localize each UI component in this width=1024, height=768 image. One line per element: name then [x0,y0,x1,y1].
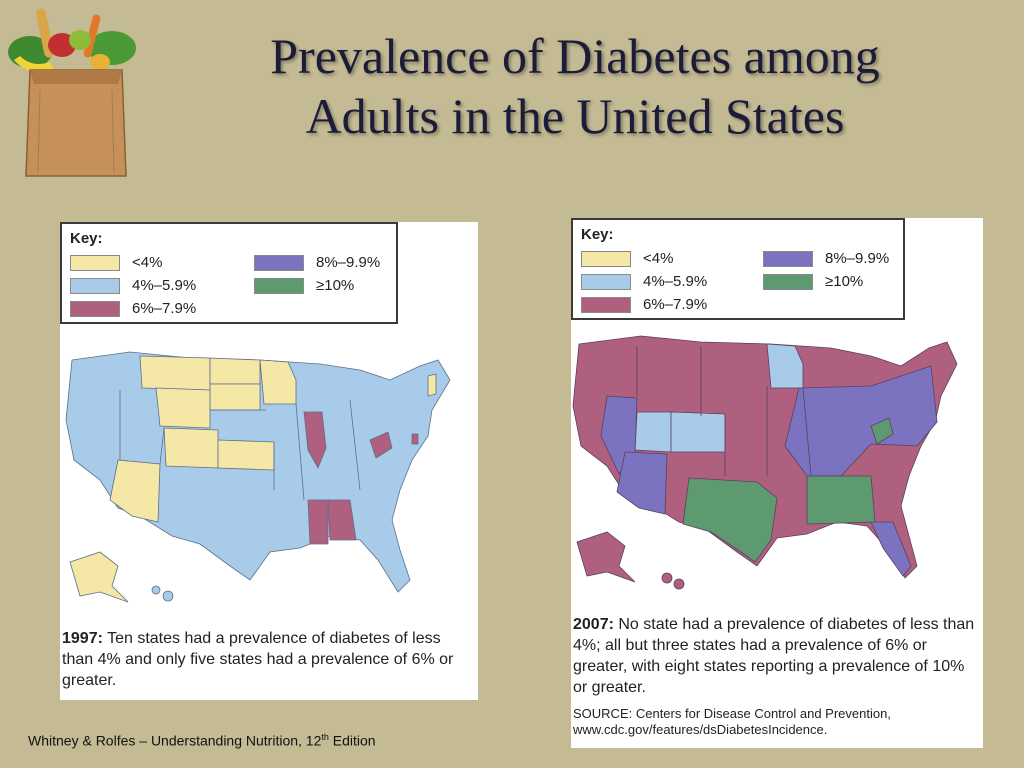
legend-swatch [581,296,631,313]
state-north-dakota [209,357,261,385]
legend-label: <4% [643,250,674,267]
source-note: SOURCE: Centers for Disease Control and … [573,706,891,737]
legend-swatch [70,300,120,317]
legend-label: 4%–5.9% [132,277,197,294]
legend-swatch [254,277,304,294]
state-south-block [806,475,876,525]
state-arizona [109,459,161,523]
state-montana [139,355,211,391]
caption-text: Ten states had a prevalence of diabetes … [62,630,454,689]
state-alaska [69,551,129,603]
state-florida [870,521,912,577]
legend-label: 4%–5.9% [643,273,708,290]
legend-label: 6%–7.9% [643,296,708,313]
state-minnesota [259,359,297,405]
legend-item: <4% [70,254,162,271]
legend-title: Key: [70,230,103,247]
state-wyoming [155,387,211,429]
state-alaska [576,531,636,583]
legend-item: 6%–7.9% [70,300,196,317]
legend-swatch [70,254,120,271]
legend-item: 4%–5.9% [70,277,196,294]
citation-main: Whitney & Rolfes – Understanding Nutriti… [28,732,322,749]
state-hawaii [151,585,161,595]
legend-label: 8%–9.9% [825,250,890,267]
state-texas [682,477,778,563]
citation: Whitney & Rolfes – Understanding Nutriti… [28,732,376,749]
caption-year: 2007: [573,616,614,633]
legend-label: 8%–9.9% [316,254,381,271]
legend-label: ≥10% [316,277,355,294]
map-legend: Key: <4% 4%–5.9% 6%–7.9% 8%–9.9% ≥10% [571,218,905,320]
state-west-virginia [369,431,393,459]
legend-item: 6%–7.9% [581,296,707,313]
state-hawaii [661,572,673,584]
legend-label: 6%–7.9% [132,300,197,317]
state-new-hampshire [427,373,437,397]
state-delaware [411,433,419,445]
map-legend: Key: <4% 4%–5.9% 6%–7.9% 8%–9.9% ≥10% [60,222,398,324]
state-mississippi [307,499,329,545]
legend-swatch [763,250,813,267]
caption-1997: 1997: Ten states had a prevalence of dia… [62,628,472,691]
legend-item: <4% [581,250,673,267]
caption-year: 1997: [62,630,103,647]
state-illinois [303,411,327,469]
legend-label: <4% [132,254,163,271]
legend-swatch [70,277,120,294]
title-line-2: Adults in the United States [305,88,845,144]
state-colorado [163,427,219,469]
legend-swatch [763,273,813,290]
legend-item: 8%–9.9% [254,254,380,271]
map-panel-1997: Key: <4% 4%–5.9% 6%–7.9% 8%–9.9% ≥10% [60,222,478,700]
state-kansas [217,439,275,471]
state-midwest-east [784,365,938,477]
caption-2007: 2007: No state had a prevalence of diabe… [573,614,979,698]
legend-title: Key: [581,226,614,243]
slide-title: Prevalence of Diabetes among Adults in t… [150,26,1000,146]
legend-swatch [581,273,631,290]
state-utah [634,411,672,453]
state-south-dakota [209,383,261,411]
state-minnesota [766,343,804,389]
state-colorado [670,411,726,453]
legend-item: ≥10% [763,273,863,290]
state-alabama [327,499,357,541]
map-panel-2007: Key: <4% 4%–5.9% 6%–7.9% 8%–9.9% ≥10% [571,218,983,748]
us-map-1997 [65,351,451,603]
legend-item: 4%–5.9% [581,273,707,290]
state-arizona [616,451,668,515]
legend-item: 8%–9.9% [763,250,889,267]
legend-item: ≥10% [254,277,354,294]
caption-text: No state had a prevalence of diabetes of… [573,616,975,696]
legend-swatch [254,254,304,271]
legend-swatch [581,250,631,267]
grocery-bag-image [8,8,136,177]
title-line-1: Prevalence of Diabetes among [270,28,880,84]
citation-sup: th [321,732,329,742]
citation-end: Edition [328,732,376,749]
us-map-2007 [572,335,958,590]
state-west-virginia [870,417,894,445]
legend-label: ≥10% [825,273,864,290]
